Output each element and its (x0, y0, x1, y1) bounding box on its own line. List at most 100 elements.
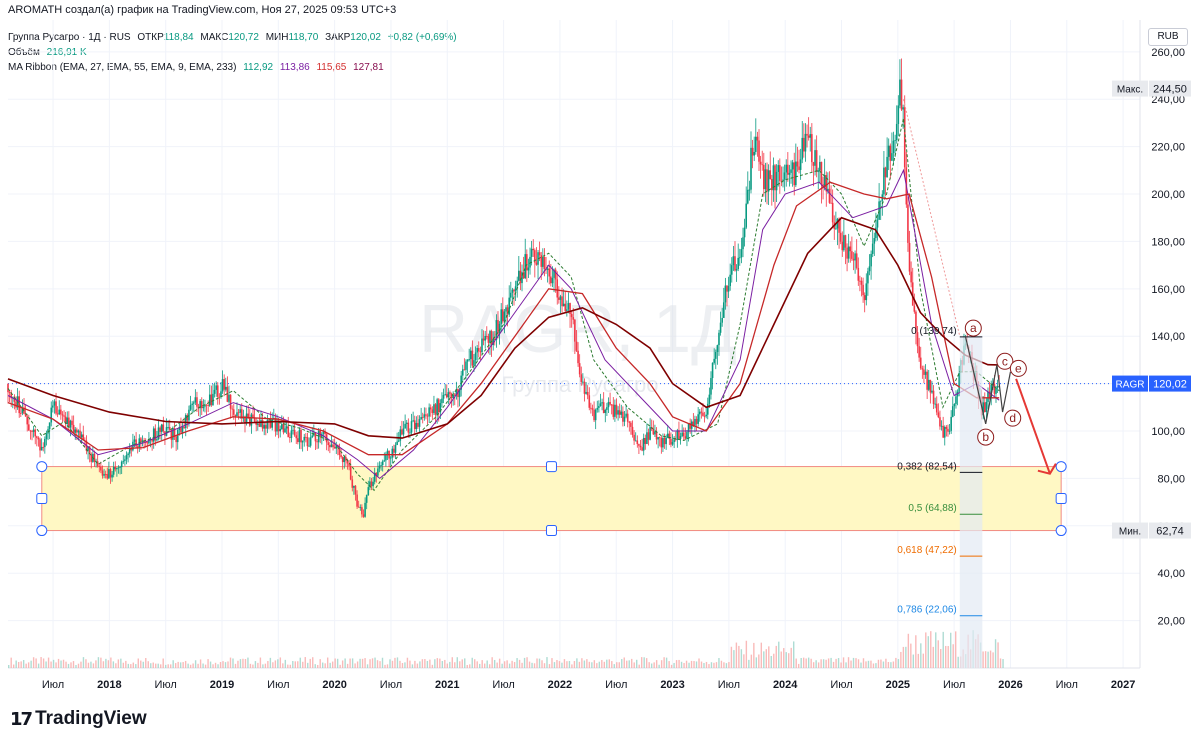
volume-bar (262, 664, 264, 668)
candle-body (548, 268, 551, 277)
candle-body (721, 317, 723, 323)
currency-button[interactable]: RUB (1148, 28, 1188, 46)
candle-body (951, 406, 954, 417)
candle-body (297, 438, 299, 443)
volume-bar (252, 664, 254, 668)
volume-bar (892, 661, 895, 668)
volume-bar (242, 658, 244, 668)
volume-bar (471, 657, 473, 668)
candle-body (490, 331, 493, 345)
volume-bar (822, 659, 825, 668)
candle-body (950, 416, 952, 431)
candle-body (740, 249, 743, 258)
candle-body (127, 453, 129, 456)
zone-handle (545, 461, 557, 473)
candle-body (771, 179, 773, 191)
candle-body (80, 434, 83, 438)
volume-bar (10, 657, 12, 668)
candle-body (812, 162, 815, 166)
candle-body (556, 279, 559, 298)
symbol-label[interactable]: Группа Русагро · 1Д · RUS (8, 32, 131, 43)
candle-body (199, 401, 201, 409)
volume-bar (434, 659, 436, 668)
volume-bar (259, 657, 262, 668)
candle-body (585, 391, 587, 394)
time-tick-label: 2023 (660, 679, 684, 691)
volume-bar (336, 658, 339, 668)
volume-bar (920, 643, 922, 668)
volume-bar (65, 661, 67, 668)
volume-bar (763, 651, 765, 668)
price-chart[interactable]: RAGR, 1Д Группа Русагро 0 (139,74)0,382 … (0, 0, 1200, 700)
time-axis: Июл 2018 Июл 2019 Июл 2020 Июл 2021 Июл 2022 Июл 20… (42, 679, 1135, 691)
candle-body (510, 292, 512, 298)
volume-bar (1002, 659, 1004, 668)
candle-body (612, 404, 615, 417)
candle-body (343, 457, 346, 463)
candle-body (732, 256, 735, 266)
candle-body (226, 386, 229, 402)
volume-bar (745, 640, 748, 668)
volume-bar (523, 657, 526, 668)
candle-body (698, 411, 701, 415)
candle-body (172, 428, 174, 440)
fib-trend-line (902, 99, 961, 337)
volume-bar (155, 663, 157, 668)
max-tag-value: 244,50 (1153, 84, 1187, 96)
candle-body (617, 410, 619, 415)
candle-body (722, 302, 725, 318)
candle-body (477, 348, 480, 352)
time-tick-label: 2024 (773, 679, 798, 691)
last-tag-value: 120,02 (1153, 379, 1187, 391)
volume-bar (87, 662, 90, 668)
candle-body (82, 434, 85, 441)
volume-bar (132, 662, 135, 668)
candle-body (271, 419, 274, 428)
volume-bar (533, 663, 536, 668)
volume-bar (631, 658, 633, 668)
volume-label[interactable]: Объём (8, 47, 40, 58)
candle-body (779, 165, 781, 181)
volume-bar (817, 662, 820, 668)
candle-body (534, 250, 536, 263)
candle-body (655, 431, 658, 440)
close-value: 120,02 (350, 32, 381, 43)
volume-bar (444, 659, 446, 668)
candle-body (437, 399, 440, 413)
candle-body (28, 424, 30, 431)
candle-body (634, 440, 637, 442)
brand-name[interactable]: TradingView (35, 708, 147, 729)
volume-bar (479, 663, 481, 668)
volume-bar (867, 660, 870, 668)
volume-bar (606, 659, 608, 668)
ma-ribbon-label[interactable]: MA Ribbon (EMA, 27, EMA, 55, EMA, 9, EMA… (8, 62, 237, 73)
candle-body (247, 413, 249, 418)
volume-bar (105, 658, 107, 668)
candle-body (476, 348, 478, 353)
candle-body (620, 411, 623, 415)
candle-body (327, 442, 330, 446)
volume-bar (431, 664, 434, 668)
candle-body (308, 445, 310, 447)
volume-bar (930, 631, 932, 668)
candle-body (444, 394, 446, 395)
candle-body (900, 79, 903, 110)
candle-body (338, 447, 341, 455)
candle-body (429, 407, 432, 410)
volume-bar (875, 663, 877, 668)
volume-bar (735, 642, 738, 668)
candle-body (793, 162, 796, 186)
candle-body (578, 363, 581, 375)
volume-bar (8, 665, 10, 668)
candle-body (705, 414, 707, 417)
volume-bar (847, 657, 850, 668)
candle-body (854, 253, 856, 261)
volume-bar (269, 657, 272, 668)
candle-body (88, 446, 91, 455)
volume-bar (476, 661, 478, 668)
candle-body (176, 429, 179, 443)
volume-bar (187, 663, 189, 668)
elliott-wave-labels: a b c d e (964, 319, 1027, 446)
volume-bar (42, 658, 45, 668)
candle-body (236, 412, 238, 417)
